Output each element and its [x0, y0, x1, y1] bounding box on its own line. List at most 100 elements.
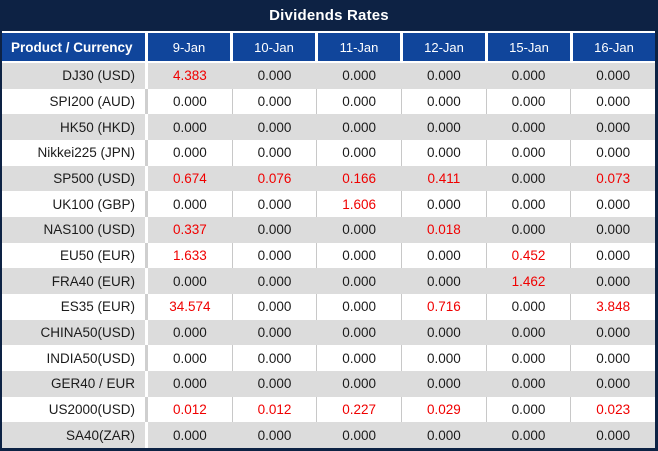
value-cell: 0.674 [172, 171, 207, 187]
value-cell: 0.000 [487, 191, 572, 218]
value-cell: 0.000 [257, 325, 292, 341]
table-row: EU50 (EUR) 1.633 0.000 0.000 0.000 0.452 0.000 [2, 242, 655, 269]
value-cell: 1.606 [317, 191, 403, 218]
table-row: INDIA50(USD) 0.000 0.000 0.000 0.000 0.000 0.0… [2, 345, 655, 372]
value-cell: 0.000 [596, 94, 631, 109]
value-cell: 0.000 [596, 196, 631, 212]
product-cell: SP500 (USD) [2, 165, 148, 192]
column-header-date: 11-Jan [318, 33, 403, 61]
value-cell: 0.000 [511, 222, 546, 238]
table-row: SA40(ZAR) 0.000 0.000 0.000 0.000 0.000 0.000 [2, 422, 655, 449]
value-cell: 1.462 [511, 273, 546, 289]
value-cell: 0.018 [426, 222, 461, 238]
value-cell: 0.000 [426, 325, 461, 341]
value-cell: 0.166 [342, 171, 377, 187]
value-cell: 4.383 [172, 68, 207, 84]
value-cell: 0.000 [342, 376, 377, 392]
value-cell: 0.000 [148, 191, 233, 218]
value-cell: 0.000 [426, 119, 461, 135]
value-cell: 0.076 [257, 171, 292, 187]
page-title: Dividends Rates [269, 7, 389, 24]
table-row: FRA40 (EUR) 0.000 0.000 0.000 0.000 1.462 0.00… [2, 268, 655, 295]
value-cell: 0.000 [596, 248, 631, 264]
value-cell: 0.000 [596, 325, 631, 341]
product-cell: Nikkei225 (JPN) [2, 140, 148, 166]
value-cell: 0.000 [317, 294, 403, 320]
product-cell: SA40(ZAR) [2, 422, 148, 449]
value-cell: 0.000 [511, 119, 546, 135]
value-cell: 0.000 [233, 345, 318, 372]
value-cell: 0.000 [172, 273, 207, 289]
value-cell: 0.000 [257, 427, 292, 443]
value-cell: 0.000 [511, 427, 546, 443]
value-cell: 0.000 [172, 427, 207, 443]
product-cell: US2000(USD) [2, 396, 148, 423]
value-cell: 0.000 [487, 88, 572, 115]
value-cell: 0.000 [148, 345, 233, 372]
dividends-table: Product / Currency 9-Jan 10-Jan 11-Jan 12-J… [2, 31, 655, 449]
value-cell: 1.633 [148, 242, 233, 269]
value-cell: 34.574 [148, 294, 233, 320]
table-row: SPI200 (AUD) 0.000 0.000 0.000 0.000 0.000 0.0… [2, 88, 655, 115]
column-header-date: 10-Jan [233, 33, 318, 61]
value-cell: 0.000 [172, 325, 207, 341]
value-cell: 0.000 [257, 119, 292, 135]
value-cell: 0.000 [596, 145, 631, 161]
column-header-date: 12-Jan [403, 33, 488, 61]
value-cell: 0.716 [402, 294, 487, 320]
value-cell: 0.000 [596, 350, 631, 366]
table-row: NAS100 (USD) 0.337 0.000 0.000 0.018 0.000 0.0… [2, 217, 655, 243]
value-cell: 0.000 [426, 376, 461, 392]
value-cell: 0.000 [342, 273, 377, 289]
table-row: UK100 (GBP) 0.000 0.000 1.606 0.000 0.000 0.00… [2, 191, 655, 218]
value-cell: 0.000 [426, 273, 461, 289]
value-cell: 0.000 [402, 191, 487, 218]
value-cell: 0.029 [402, 396, 487, 423]
value-cell: 0.000 [257, 222, 292, 238]
value-cell: 0.000 [402, 140, 487, 166]
value-cell: 0.000 [596, 273, 631, 289]
value-cell: 0.000 [317, 345, 403, 372]
table-row: SP500 (USD) 0.674 0.076 0.166 0.411 0.000 0.07… [2, 165, 655, 192]
value-cell: 0.000 [596, 119, 631, 135]
header-row: Product / Currency 9-Jan 10-Jan 11-Jan 12-J… [2, 33, 655, 61]
product-cell: UK100 (GBP) [2, 191, 148, 218]
value-cell: 0.000 [172, 119, 207, 135]
value-cell: 0.000 [426, 68, 461, 84]
product-cell: FRA40 (EUR) [2, 268, 148, 295]
value-cell: 0.000 [596, 222, 631, 238]
table-row: DJ30 (USD) 4.383 0.000 0.000 0.000 0.000 0.000 [2, 63, 655, 89]
value-cell: 0.000 [148, 88, 233, 115]
value-cell: 0.073 [596, 171, 631, 187]
value-cell: 0.000 [402, 242, 487, 269]
value-cell: 0.000 [233, 242, 318, 269]
value-cell: 0.000 [342, 119, 377, 135]
value-cell: 0.000 [426, 427, 461, 443]
product-cell: EU50 (EUR) [2, 242, 148, 269]
product-cell: ES35 (EUR) [2, 294, 148, 320]
value-cell: 0.000 [148, 140, 233, 166]
value-cell: 0.452 [487, 242, 572, 269]
title-bar: Dividends Rates [0, 0, 658, 31]
value-cell: 0.000 [487, 140, 572, 166]
value-cell: 0.000 [487, 294, 572, 320]
value-cell: 0.000 [233, 191, 318, 218]
value-cell: 0.000 [257, 273, 292, 289]
table-row: HK50 (HKD) 0.000 0.000 0.000 0.000 0.000 0.000 [2, 114, 655, 141]
value-cell: 0.023 [596, 402, 631, 418]
product-cell: DJ30 (USD) [2, 63, 148, 89]
product-cell: NAS100 (USD) [2, 217, 148, 243]
value-cell: 0.000 [233, 88, 318, 115]
value-cell: 0.000 [342, 325, 377, 341]
value-cell: 0.227 [317, 396, 403, 423]
table-row: Nikkei225 (JPN) 0.000 0.000 0.000 0.000 0.000… [2, 140, 655, 166]
column-header-product: Product / Currency [2, 33, 148, 61]
value-cell: 0.000 [596, 427, 631, 443]
table-row: CHINA50(USD) 0.000 0.000 0.000 0.000 0.000 0.0… [2, 319, 655, 346]
column-header-date: 15-Jan [488, 33, 573, 61]
column-header-date: 9-Jan [148, 33, 233, 61]
value-cell: 0.000 [317, 88, 403, 115]
value-cell: 0.000 [233, 294, 318, 320]
value-cell: 0.000 [596, 68, 631, 84]
